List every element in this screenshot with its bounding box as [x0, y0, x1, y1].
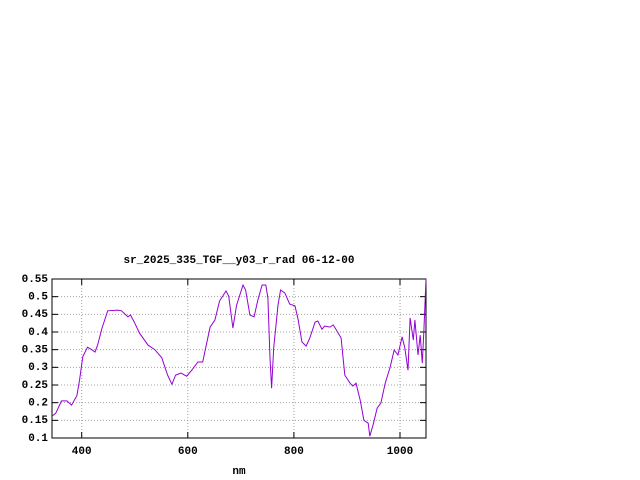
chart-title: sr_2025_335_TGF__y03_r_rad 06-12-00 [123, 255, 354, 267]
x-axis-label: nm [232, 466, 246, 478]
data-line [51, 278, 427, 437]
y-tick-label: 0.35 [22, 345, 49, 357]
x-tick-label: 600 [178, 446, 198, 458]
y-tick-label: 0.2 [28, 398, 48, 410]
y-tick-label: 0.4 [28, 327, 48, 339]
y-tick-label: 0.55 [22, 274, 49, 286]
y-tick-label: 0.1 [28, 433, 48, 445]
x-tick-label: 800 [284, 446, 304, 458]
x-tick-label: 1000 [387, 446, 413, 458]
plot-border [51, 278, 427, 439]
x-tick-label: 400 [72, 446, 92, 458]
y-tick-label: 0.5 [28, 292, 48, 304]
y-tick-label: 0.45 [22, 309, 49, 321]
y-tick-label: 0.25 [22, 380, 49, 392]
y-tick-label: 0.3 [28, 362, 48, 374]
y-tick-label: 0.15 [22, 415, 49, 427]
